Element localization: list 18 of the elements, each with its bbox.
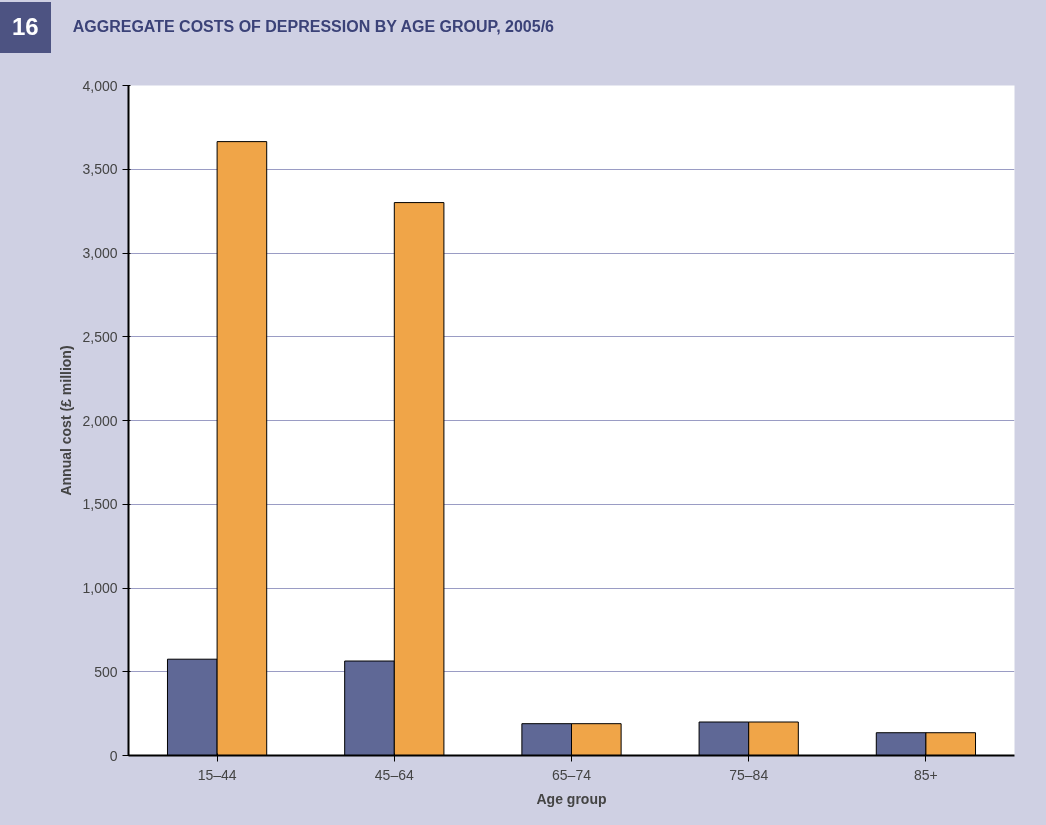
y-tick-label: 500: [94, 663, 118, 680]
x-tick-label: 15–44: [197, 766, 237, 783]
y-axis-title: Annual cost (£ million): [58, 345, 75, 496]
y-tick-label: 1,500: [82, 496, 118, 513]
y-tick-label: 3,000: [82, 245, 118, 261]
y-tick-label: 0: [109, 747, 118, 764]
text: 16: [0, 2, 51, 53]
y-tick-label: 3,500: [82, 161, 118, 178]
x-tick-label: 45–64: [374, 766, 414, 783]
chart-title: AGGREGATE COSTS OF DEPRESSION BY AGE GROUP, 2005/6: [72, 17, 555, 38]
x-axis-title: Age group: [536, 790, 607, 807]
x-tick-label: 85+: [914, 766, 938, 783]
y-tick-label: 1,000: [82, 580, 118, 596]
y-tick-label: 4,000: [82, 77, 118, 94]
x-tick-label: 75–84: [729, 766, 769, 783]
y-tick-label: 2,500: [82, 328, 118, 345]
y-tick-label: 2,000: [82, 412, 118, 429]
x-tick-label: 65–74: [552, 766, 592, 783]
